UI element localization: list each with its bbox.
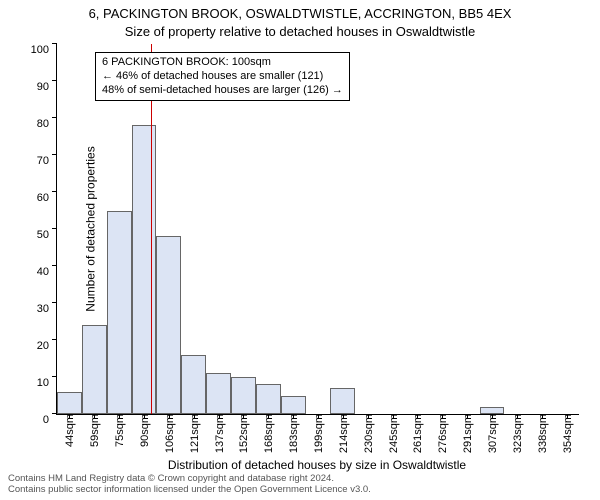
chart-subtitle: Size of property relative to detached ho… <box>0 24 600 39</box>
histogram-bar <box>206 373 231 414</box>
footer-attribution: Contains HM Land Registry data © Crown c… <box>8 474 371 496</box>
x-axis-label: Distribution of detached houses by size … <box>56 458 578 472</box>
x-tick-label: 354sqm <box>560 414 574 453</box>
y-tick-label: 60 <box>37 192 57 204</box>
x-tick-label: 291sqm <box>460 414 474 453</box>
x-tick-label: 199sqm <box>311 414 325 453</box>
y-tick-label: 70 <box>37 155 57 167</box>
y-tick-label: 100 <box>31 44 57 56</box>
plot-area: 010203040506070809010044sqm59sqm75sqm90s… <box>56 44 579 415</box>
y-tick-label: 80 <box>37 118 57 130</box>
histogram-bar <box>107 211 132 415</box>
x-tick-label: 245sqm <box>386 414 400 453</box>
y-tick-label: 50 <box>37 229 57 241</box>
histogram-bar <box>82 325 107 414</box>
y-tick-label: 20 <box>37 340 57 352</box>
histogram-bar <box>156 236 181 414</box>
annotation-box: 6 PACKINGTON BROOK: 100sqm ← 46% of deta… <box>95 52 350 101</box>
x-tick-label: 152sqm <box>236 414 250 453</box>
x-tick-label: 168sqm <box>261 414 275 453</box>
histogram-bar <box>256 384 281 414</box>
x-tick-label: 137sqm <box>212 414 226 453</box>
x-tick-label: 276sqm <box>435 414 449 453</box>
annotation-line2: ← 46% of detached houses are smaller (12… <box>102 70 343 84</box>
y-tick-label: 10 <box>37 377 57 389</box>
y-tick-label: 40 <box>37 266 57 278</box>
y-tick-label: 30 <box>37 303 57 315</box>
chart-container: 6, PACKINGTON BROOK, OSWALDTWISTLE, ACCR… <box>0 0 600 500</box>
x-tick-label: 323sqm <box>510 414 524 453</box>
x-tick-label: 307sqm <box>485 414 499 453</box>
y-tick-label: 90 <box>37 81 57 93</box>
x-tick-label: 214sqm <box>336 414 350 453</box>
x-tick-label: 230sqm <box>361 414 375 453</box>
annotation-line3: 48% of semi-detached houses are larger (… <box>102 84 343 98</box>
x-tick-label: 121sqm <box>187 414 201 453</box>
y-tick-label: 0 <box>43 414 57 426</box>
histogram-bar <box>57 392 82 414</box>
histogram-bar <box>281 396 306 415</box>
chart-title-address: 6, PACKINGTON BROOK, OSWALDTWISTLE, ACCR… <box>0 6 600 21</box>
x-tick-label: 106sqm <box>162 414 176 453</box>
histogram-bar <box>132 125 157 414</box>
x-tick-label: 183sqm <box>286 414 300 453</box>
histogram-bar <box>231 377 256 414</box>
x-tick-label: 338sqm <box>535 414 549 453</box>
histogram-bar <box>480 407 505 414</box>
histogram-bar <box>330 388 355 414</box>
annotation-line1: 6 PACKINGTON BROOK: 100sqm <box>102 56 343 70</box>
x-tick-label: 261sqm <box>410 414 424 453</box>
histogram-bar <box>181 355 206 414</box>
